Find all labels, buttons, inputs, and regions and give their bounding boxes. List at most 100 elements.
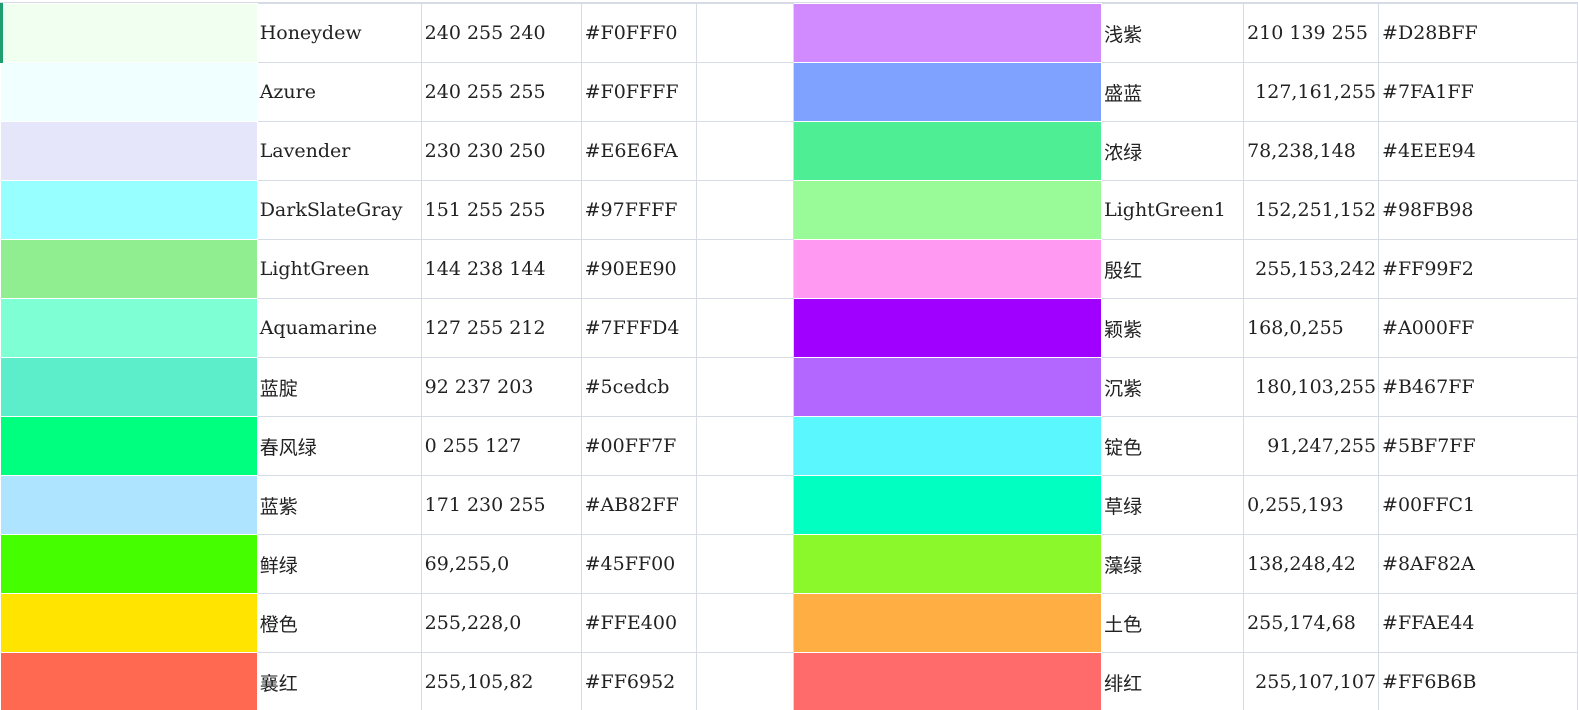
color-swatch-cell[interactable] (0, 298, 258, 358)
color-swatch-cell[interactable] (0, 3, 258, 63)
empty-cell[interactable] (695, 652, 795, 710)
rgb-value-cell[interactable]: 0,255,193 (1243, 475, 1380, 535)
rgb-value-cell[interactable]: 152,251,152 (1243, 180, 1380, 240)
empty-cell[interactable] (695, 180, 795, 240)
color-swatch-cell[interactable] (0, 652, 258, 710)
hex-code-cell[interactable]: #FFE400 (580, 593, 697, 653)
rgb-value-cell[interactable]: 255,153,242 (1243, 239, 1380, 299)
hex-code-cell[interactable]: #00FF7F (580, 416, 697, 476)
color-swatch-cell[interactable] (793, 62, 1102, 122)
color-name-cell[interactable]: 土色 (1101, 593, 1245, 653)
hex-code-cell[interactable]: #5cedcb (580, 357, 697, 417)
hex-code-cell[interactable]: #F0FFFF (580, 62, 697, 122)
color-swatch-cell[interactable] (793, 475, 1102, 535)
rgb-value-cell[interactable]: 91,247,255 (1243, 416, 1380, 476)
color-swatch-cell[interactable] (0, 121, 258, 181)
color-name-cell[interactable]: Azure (256, 62, 422, 122)
color-name-cell[interactable]: 浓绿 (1101, 121, 1245, 181)
rgb-value-cell[interactable]: 127 255 212 (420, 298, 582, 358)
color-name-cell[interactable]: LightGreen1 (1101, 180, 1245, 240)
hex-code-cell[interactable]: #FF6952 (580, 652, 697, 710)
color-name-cell[interactable]: DarkSlateGray (256, 180, 422, 240)
color-swatch-cell[interactable] (0, 62, 258, 122)
color-swatch-cell[interactable] (0, 593, 258, 653)
rgb-value-cell[interactable]: 230 230 250 (420, 121, 582, 181)
hex-code-cell[interactable]: #98FB98 (1378, 180, 1578, 240)
color-swatch-cell[interactable] (793, 239, 1102, 299)
color-name-cell[interactable]: 颖紫 (1101, 298, 1245, 358)
rgb-value-cell[interactable]: 240 255 255 (420, 62, 582, 122)
color-swatch-cell[interactable] (793, 121, 1102, 181)
empty-cell[interactable] (695, 357, 795, 417)
color-swatch-cell[interactable] (0, 239, 258, 299)
color-name-cell[interactable]: 浅紫 (1101, 3, 1245, 63)
rgb-value-cell[interactable]: 255,174,68 (1243, 593, 1380, 653)
rgb-value-cell[interactable]: 180,103,255 (1243, 357, 1380, 417)
color-swatch-cell[interactable] (793, 180, 1102, 240)
hex-code-cell[interactable]: #FF99F2 (1378, 239, 1578, 299)
hex-code-cell[interactable]: #8AF82A (1378, 534, 1578, 594)
hex-code-cell[interactable]: #97FFFF (580, 180, 697, 240)
empty-cell[interactable] (695, 3, 795, 63)
empty-cell[interactable] (695, 121, 795, 181)
empty-cell[interactable] (695, 534, 795, 594)
color-name-cell[interactable]: 春风绿 (256, 416, 422, 476)
rgb-value-cell[interactable]: 240 255 240 (420, 3, 582, 63)
color-name-cell[interactable]: 锭色 (1101, 416, 1245, 476)
color-swatch-cell[interactable] (0, 416, 258, 476)
rgb-value-cell[interactable]: 255,105,82 (420, 652, 582, 710)
color-name-cell[interactable]: 草绿 (1101, 475, 1245, 535)
hex-code-cell[interactable]: #5BF7FF (1378, 416, 1578, 476)
color-swatch-cell[interactable] (793, 534, 1102, 594)
empty-cell[interactable] (695, 298, 795, 358)
empty-cell[interactable] (695, 62, 795, 122)
rgb-value-cell[interactable]: 127,161,255 (1243, 62, 1380, 122)
rgb-value-cell[interactable]: 255,107,107 (1243, 652, 1380, 710)
rgb-value-cell[interactable]: 151 255 255 (420, 180, 582, 240)
color-swatch-cell[interactable] (793, 593, 1102, 653)
hex-code-cell[interactable]: #E6E6FA (580, 121, 697, 181)
color-swatch-cell[interactable] (793, 652, 1102, 710)
color-name-cell[interactable]: 蓝紫 (256, 475, 422, 535)
hex-code-cell[interactable]: #4EEE94 (1378, 121, 1578, 181)
rgb-value-cell[interactable]: 78,238,148 (1243, 121, 1380, 181)
rgb-value-cell[interactable]: 69,255,0 (420, 534, 582, 594)
color-name-cell[interactable]: 盛蓝 (1101, 62, 1245, 122)
rgb-value-cell[interactable]: 144 238 144 (420, 239, 582, 299)
color-name-cell[interactable]: Lavender (256, 121, 422, 181)
hex-code-cell[interactable]: #00FFC1 (1378, 475, 1578, 535)
hex-code-cell[interactable]: #7FFFD4 (580, 298, 697, 358)
color-name-cell[interactable]: 蓝腚 (256, 357, 422, 417)
color-swatch-cell[interactable] (793, 298, 1102, 358)
color-name-cell[interactable]: 襄红 (256, 652, 422, 710)
empty-cell[interactable] (695, 416, 795, 476)
color-swatch-cell[interactable] (0, 534, 258, 594)
color-name-cell[interactable]: Honeydew (256, 3, 422, 63)
rgb-value-cell[interactable]: 92 237 203 (420, 357, 582, 417)
hex-code-cell[interactable]: #90EE90 (580, 239, 697, 299)
hex-code-cell[interactable]: #F0FFF0 (580, 3, 697, 63)
color-swatch-cell[interactable] (0, 180, 258, 240)
rgb-value-cell[interactable]: 210 139 255 (1243, 3, 1380, 63)
hex-code-cell[interactable]: #B467FF (1378, 357, 1578, 417)
color-name-cell[interactable]: Aquamarine (256, 298, 422, 358)
empty-cell[interactable] (695, 593, 795, 653)
color-swatch-cell[interactable] (0, 357, 258, 417)
rgb-value-cell[interactable]: 171 230 255 (420, 475, 582, 535)
color-name-cell[interactable]: 殷红 (1101, 239, 1245, 299)
color-name-cell[interactable]: 藻绿 (1101, 534, 1245, 594)
rgb-value-cell[interactable]: 138,248,42 (1243, 534, 1380, 594)
rgb-value-cell[interactable]: 0 255 127 (420, 416, 582, 476)
color-name-cell[interactable]: 橙色 (256, 593, 422, 653)
color-swatch-cell[interactable] (0, 475, 258, 535)
color-name-cell[interactable]: 沉紫 (1101, 357, 1245, 417)
hex-code-cell[interactable]: #45FF00 (580, 534, 697, 594)
hex-code-cell[interactable]: #7FA1FF (1378, 62, 1578, 122)
color-swatch-cell[interactable] (793, 3, 1102, 63)
hex-code-cell[interactable]: #AB82FF (580, 475, 697, 535)
rgb-value-cell[interactable]: 168,0,255 (1243, 298, 1380, 358)
rgb-value-cell[interactable]: 255,228,0 (420, 593, 582, 653)
empty-cell[interactable] (695, 475, 795, 535)
hex-code-cell[interactable]: #FFAE44 (1378, 593, 1578, 653)
color-name-cell[interactable]: 绯红 (1101, 652, 1245, 710)
